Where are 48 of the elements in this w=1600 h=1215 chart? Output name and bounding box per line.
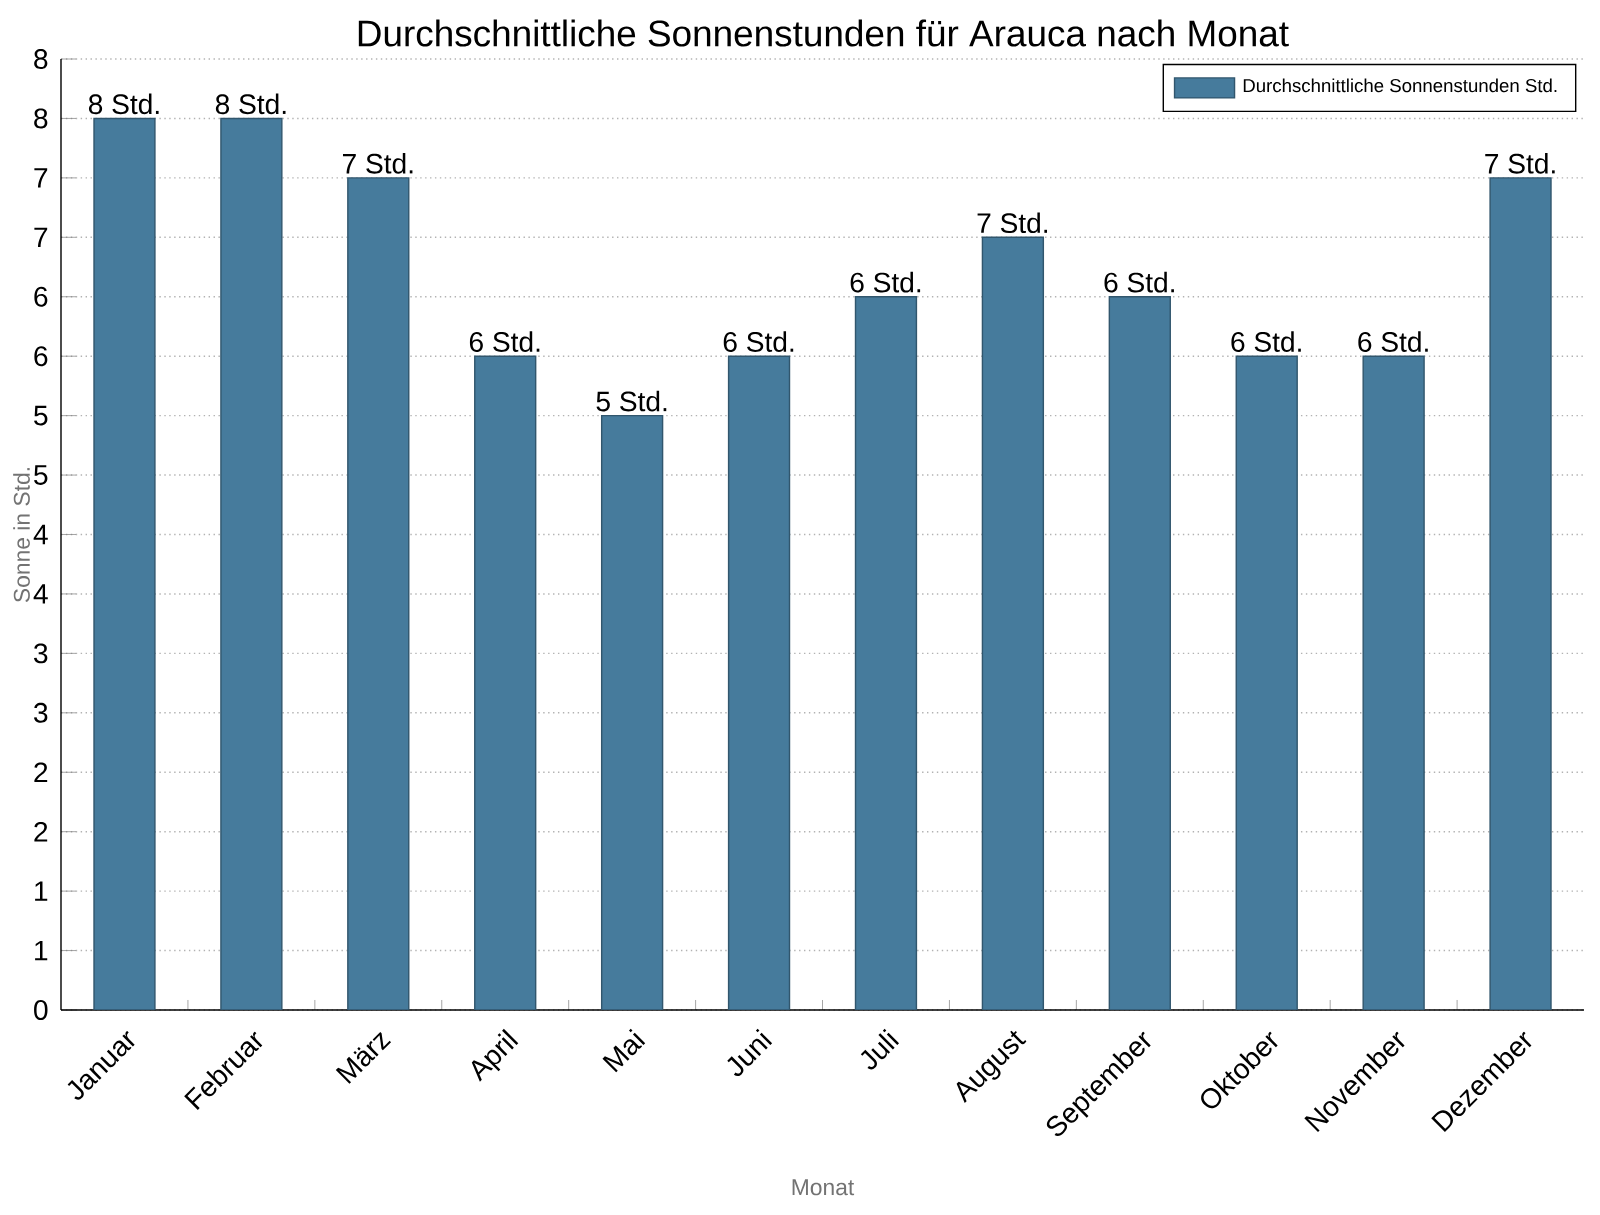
y-tick-label: 7 — [34, 168, 48, 188]
data-label: 7 Std. — [977, 212, 1048, 234]
y-tick-label: 2 — [34, 821, 48, 842]
bar — [220, 117, 283, 1010]
y-tick-label: 7 — [34, 227, 48, 247]
x-tick-label: Juli — [860, 1028, 900, 1070]
data-label: 7 Std. — [343, 152, 413, 174]
bar — [854, 296, 918, 1010]
x-tick-label: Mai — [602, 1028, 646, 1073]
bar — [981, 236, 1045, 1010]
data-label: 5 Std. — [596, 390, 667, 412]
data-label: 7 Std. — [1485, 152, 1555, 174]
y-tick-label: 3 — [34, 702, 48, 723]
data-label: 6 Std. — [1358, 331, 1428, 352]
y-tick-label: 5 — [34, 465, 48, 485]
bar — [1108, 296, 1171, 1010]
data-label: 6 Std. — [469, 331, 540, 352]
x-tick-label: Juni — [727, 1028, 773, 1077]
y-axis-title: Sonne in Std. — [13, 468, 30, 603]
y-tick-label: 4 — [33, 524, 48, 545]
y-tick-label: 8 — [34, 49, 48, 69]
bar — [93, 117, 156, 1010]
y-tick-label: 0 — [34, 1000, 48, 1020]
y-tick-label: 5 — [34, 405, 48, 426]
y-tick-label: 6 — [34, 286, 48, 307]
y-tick-label: 6 — [34, 346, 48, 367]
data-label: 8 Std. — [88, 93, 159, 115]
bar — [474, 355, 537, 1010]
y-tick-label: 8 — [34, 108, 48, 129]
bar — [1235, 355, 1298, 1010]
y-tick-label: 3 — [34, 643, 48, 664]
legend-label: Durchschnittliche Sonnenstunden Std. — [1243, 78, 1557, 93]
y-tick-label: 4 — [33, 584, 48, 604]
bar — [600, 414, 664, 1010]
x-axis-title: Monat — [792, 1179, 855, 1196]
data-label: 8 Std. — [215, 93, 286, 115]
bar — [347, 177, 410, 1010]
data-label: 6 Std. — [1231, 331, 1301, 352]
chart-title: Durchschnittliche Sonnenstunden für Arauca nach Monat — [358, 19, 1289, 47]
bar — [1362, 355, 1425, 1010]
data-label: 6 Std. — [1104, 271, 1174, 293]
y-tick-label: 2 — [34, 762, 48, 783]
data-label: 6 Std. — [850, 271, 921, 293]
data-label: 6 Std. — [723, 331, 794, 352]
bar — [1489, 177, 1552, 1010]
y-tick-label: 1 — [35, 940, 48, 961]
bar — [727, 355, 791, 1010]
y-tick-label: 1 — [35, 881, 48, 901]
